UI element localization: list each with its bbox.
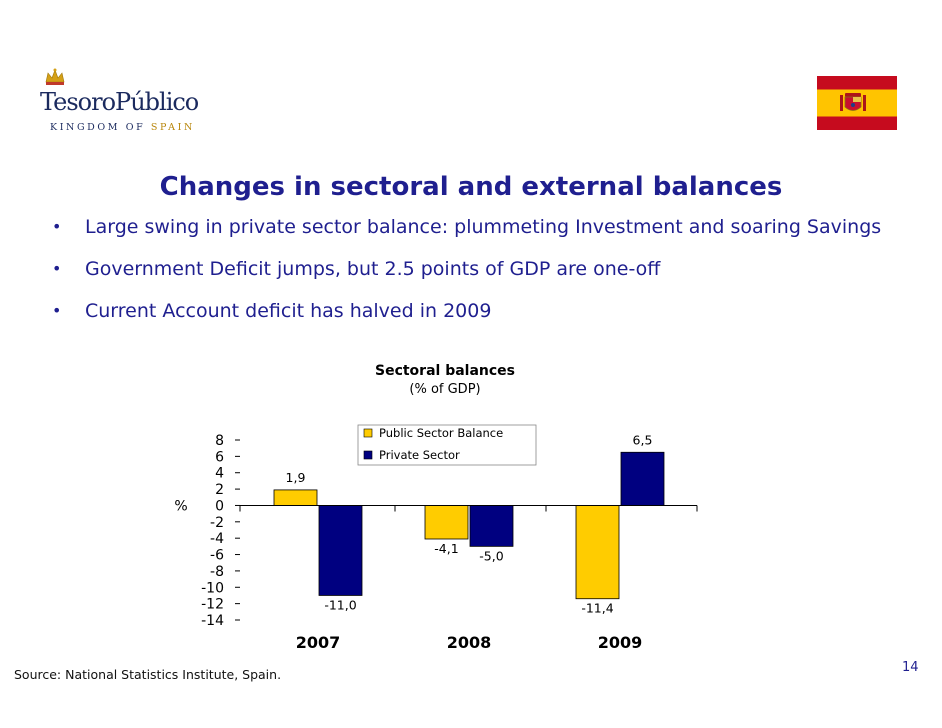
y-tick-label: -6 xyxy=(210,548,224,564)
logo-sub-part1: KINGDOM OF xyxy=(50,122,151,133)
bar-public-2007 xyxy=(273,489,318,506)
bar-private-2007 xyxy=(318,505,363,596)
y-tick-label: -4 xyxy=(210,531,224,547)
bullet-text-3: Current Account deficit has halved in 20… xyxy=(85,300,492,322)
data-label: 1,9 xyxy=(286,470,306,485)
x-category-label: 2009 xyxy=(598,633,643,652)
spain-flag-icon xyxy=(817,76,897,130)
legend-swatch-private xyxy=(363,450,373,460)
logo-name-part1: Tesoro xyxy=(40,88,116,116)
y-axis-label: % xyxy=(174,498,187,514)
data-label: -11,0 xyxy=(324,597,356,612)
x-category-label: 2008 xyxy=(447,633,492,652)
logo-sub-part2: SPAIN xyxy=(150,122,195,133)
logo-name-part2: Público xyxy=(115,88,199,116)
legend-label: Private Sector xyxy=(379,448,460,462)
bullet-item: • Government Deficit jumps, but 2.5 point… xyxy=(50,254,892,284)
y-tick-label: 2 xyxy=(215,482,224,498)
bullet-item: • Large swing in private sector balance: … xyxy=(50,212,892,242)
slide-title: Changes in sectoral and external balance… xyxy=(159,172,783,202)
y-tick-label: -12 xyxy=(201,597,224,613)
y-tick-label: -2 xyxy=(210,515,224,531)
y-tick-label: -10 xyxy=(201,580,224,596)
x-category-label: 2007 xyxy=(296,633,341,652)
bullet-icon: • xyxy=(52,301,62,320)
bullet-text-1: Large swing in private sector balance: p… xyxy=(85,216,882,238)
y-tick-label: -8 xyxy=(210,564,224,580)
y-tick-label: 8 xyxy=(215,433,224,449)
bullet-list: • Large swing in private sector balance: … xyxy=(50,212,892,338)
data-label: -5,0 xyxy=(479,548,503,563)
tesoro-publico-logo: TesoroPúblico KINGDOM OF SPAIN xyxy=(38,68,199,148)
bar-private-2008 xyxy=(469,505,514,547)
y-tick-label: 4 xyxy=(215,466,224,482)
data-label: -4,1 xyxy=(434,541,458,556)
data-label: 6,5 xyxy=(633,432,653,447)
bullet-text-2: Government Deficit jumps, but 2.5 points… xyxy=(85,258,661,280)
bar-private-2009 xyxy=(620,451,665,506)
y-tick-label: -14 xyxy=(201,613,224,629)
bullet-icon: • xyxy=(52,217,62,236)
bullet-item: • Current Account deficit has halved in 2… xyxy=(50,296,892,326)
chart-subtitle: (% of GDP) xyxy=(409,382,480,397)
logo-subtitle: KINGDOM OF SPAIN xyxy=(50,122,195,133)
bar-public-2008 xyxy=(424,505,469,540)
logo-wordmark: TesoroPúblico xyxy=(40,88,199,116)
bar-public-2009 xyxy=(575,505,620,600)
y-tick-label: 6 xyxy=(215,449,224,465)
legend-label: Public Sector Balance xyxy=(379,426,503,440)
y-tick-label: 0 xyxy=(215,498,224,514)
crown-icon xyxy=(45,68,65,85)
page-number: 14 xyxy=(902,660,919,675)
data-label: -11,4 xyxy=(581,601,613,616)
chart-title: Sectoral balances xyxy=(375,363,515,379)
coat-of-arms-icon xyxy=(840,93,866,111)
source-note: Source: National Statistics Institute, S… xyxy=(14,667,282,682)
bullet-icon: • xyxy=(52,259,62,278)
legend-box xyxy=(357,424,537,466)
legend-swatch-public xyxy=(363,428,373,438)
